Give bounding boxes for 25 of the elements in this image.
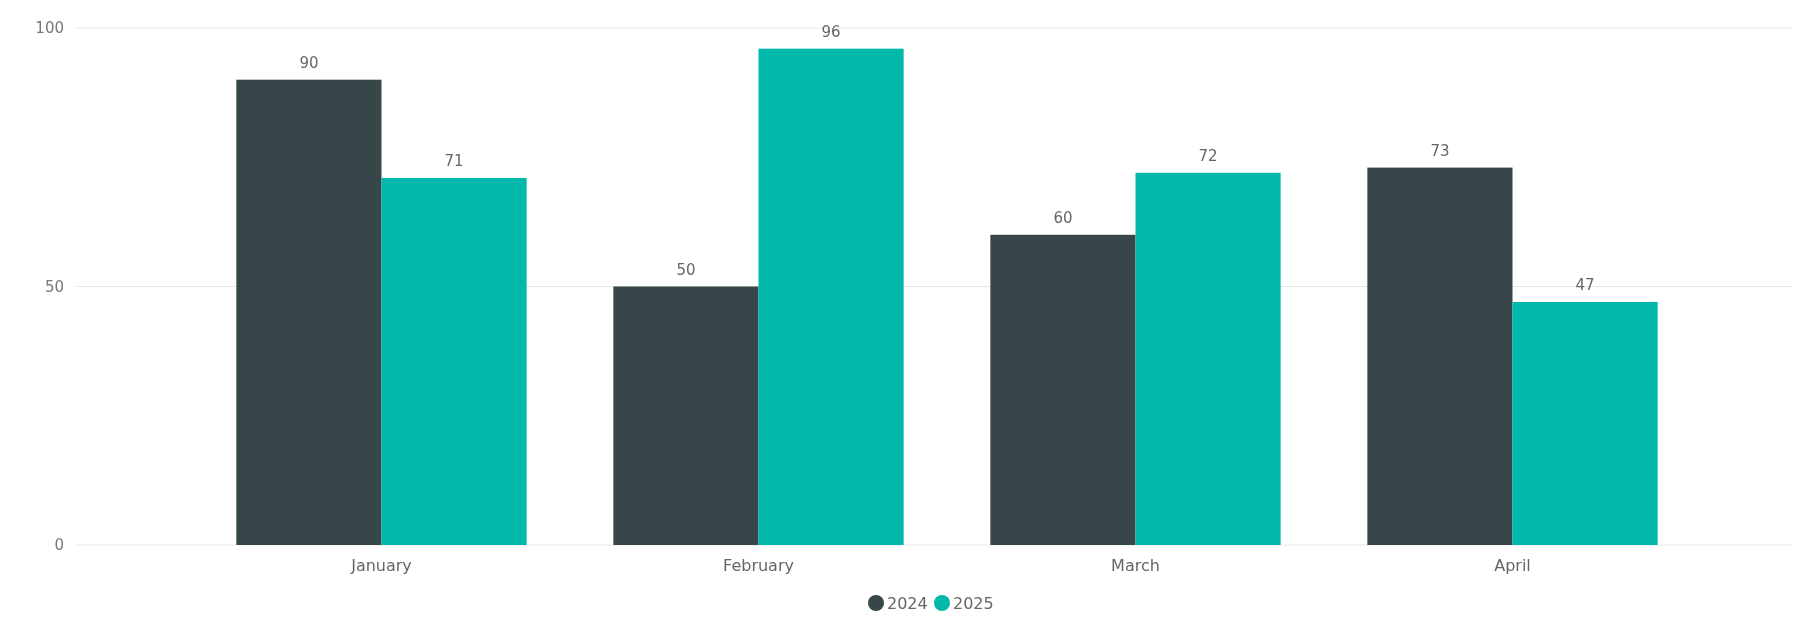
data-label: 71 — [444, 151, 464, 170]
bar — [1135, 172, 1281, 545]
x-tick-label: January — [350, 556, 412, 575]
x-tick-label: March — [1111, 556, 1160, 575]
legend-label: 2024 — [887, 593, 928, 613]
bar — [758, 48, 904, 545]
data-label: 50 — [676, 260, 696, 279]
data-label: 47 — [1575, 276, 1595, 295]
data-label: 72 — [1198, 146, 1218, 165]
bar — [1367, 167, 1513, 545]
bar — [990, 234, 1136, 545]
legend-label: 2025 — [953, 593, 994, 613]
data-label: 73 — [1430, 141, 1450, 160]
bar — [613, 286, 759, 545]
y-tick-label: 0 — [54, 536, 64, 555]
y-tick-label: 50 — [44, 277, 64, 296]
data-label: 90 — [299, 53, 319, 72]
bar — [1512, 302, 1658, 545]
bar — [381, 177, 527, 545]
data-label: 96 — [821, 22, 841, 41]
data-label: 60 — [1053, 208, 1073, 227]
bar — [236, 79, 382, 545]
x-tick-label: February — [723, 556, 794, 575]
y-tick-label: 100 — [35, 19, 64, 38]
x-tick-label: April — [1494, 556, 1531, 575]
